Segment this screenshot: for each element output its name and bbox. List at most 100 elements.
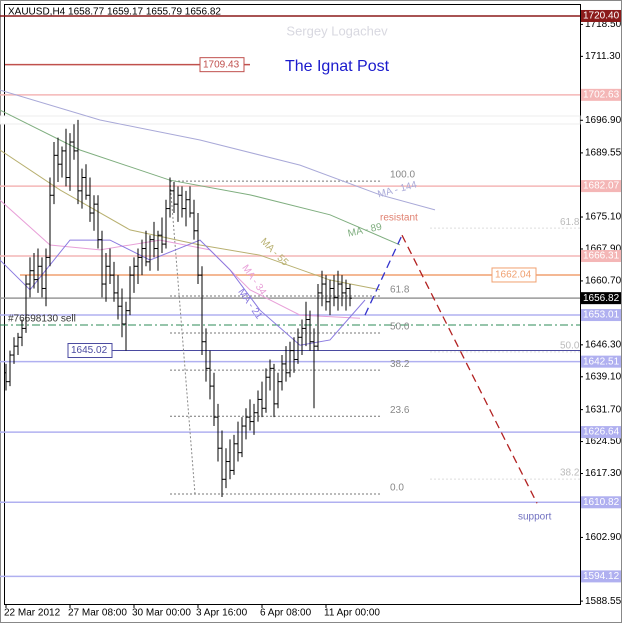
bar (332, 275, 336, 307)
level-label: 1709.43 (203, 59, 240, 70)
bar (348, 284, 352, 307)
bar (320, 270, 324, 307)
bar (240, 417, 244, 458)
fib-label: 38.2 (390, 359, 410, 370)
bar (284, 346, 288, 382)
bar (80, 168, 84, 209)
bar (88, 177, 92, 222)
bar (56, 137, 60, 182)
bar (12, 337, 16, 364)
bar (4, 363, 8, 391)
bar (172, 181, 176, 214)
bar (124, 301, 128, 351)
bar (176, 186, 180, 222)
bar (336, 270, 340, 311)
bar (72, 124, 76, 160)
bar (220, 430, 224, 498)
level-label: 1626.64 (583, 427, 620, 438)
x-tick-label: 27 Mar 08:00 (68, 608, 127, 619)
bar (328, 279, 332, 316)
bar (32, 252, 36, 289)
bar (304, 301, 308, 347)
order-label: #76698130 sell (8, 314, 76, 325)
bar (148, 235, 152, 271)
y-tick-label: 1718.50 (585, 19, 622, 30)
fib-label: 23.6 (390, 405, 410, 416)
level-label: 1653.01 (583, 310, 620, 321)
bar (76, 119, 80, 205)
level-box (581, 88, 621, 101)
bar (204, 328, 208, 382)
level-label: 1662.04 (495, 270, 532, 281)
y-tick-label: 1675.10 (585, 212, 622, 223)
level-box (581, 309, 621, 322)
bar (40, 257, 44, 298)
level-label: 1645.02 (71, 345, 108, 356)
bar (236, 421, 240, 462)
bar (276, 372, 280, 409)
level-label: 1666.31 (583, 251, 620, 262)
bar (24, 275, 28, 333)
bar (208, 350, 212, 400)
y-tick-label: 1631.70 (585, 404, 622, 415)
bar (212, 372, 216, 427)
level-box (491, 267, 537, 283)
bar (308, 310, 312, 351)
fib-label: 100.0 (390, 170, 415, 181)
y-tick-label: 1602.90 (585, 532, 622, 543)
bar (144, 230, 148, 267)
bar (196, 213, 200, 285)
bar (260, 381, 264, 418)
level-box (581, 570, 621, 583)
level-label: 1656.82 (583, 293, 620, 304)
level-box (581, 355, 621, 368)
bar (136, 248, 140, 285)
bar (104, 252, 108, 302)
plot-frame (4, 4, 581, 605)
x-tick-label: 11 Apr 00:00 (324, 608, 380, 619)
bar (200, 266, 204, 356)
level-box (581, 496, 621, 509)
ma-line (0, 109, 401, 246)
y-tick-label: 1689.55 (585, 148, 622, 159)
fib-label: 50.0 (560, 341, 580, 352)
bar (296, 328, 300, 364)
bar (248, 399, 252, 431)
y-tick-label: 1624.50 (585, 436, 622, 447)
bar (60, 146, 64, 178)
bar (272, 363, 276, 418)
bar (232, 434, 236, 475)
y-tick-label: 1646.30 (585, 339, 622, 350)
bar (16, 332, 20, 356)
level-box (581, 426, 621, 439)
bar (36, 248, 40, 293)
bar (252, 403, 256, 435)
bar (120, 288, 124, 338)
level-label: 1682.07 (583, 181, 620, 192)
x-tick-label: 3 Apr 16:00 (196, 608, 248, 619)
chart-title: The Ignat Post (285, 58, 390, 75)
bar (312, 328, 316, 409)
bar (112, 261, 116, 302)
bar (128, 266, 132, 316)
level-box (199, 57, 245, 73)
bar (152, 221, 156, 258)
bar (216, 403, 220, 462)
y-tick-label: 1667.90 (585, 244, 622, 255)
bar (268, 359, 272, 391)
level-box (581, 292, 621, 305)
fib-label: 50.0 (390, 322, 410, 333)
white-band (0, 115, 581, 125)
annotation: resistant (380, 213, 418, 224)
ma-line (0, 199, 361, 319)
y-tick-label: 1588.55 (585, 596, 622, 607)
bar (280, 355, 284, 391)
subtitle: Sergey Logachev (286, 23, 388, 38)
bar (156, 230, 160, 271)
fib-label: 61.8 (560, 217, 580, 228)
level-label: 1642.51 (583, 356, 620, 367)
level-box (581, 9, 621, 22)
bar (28, 257, 32, 298)
